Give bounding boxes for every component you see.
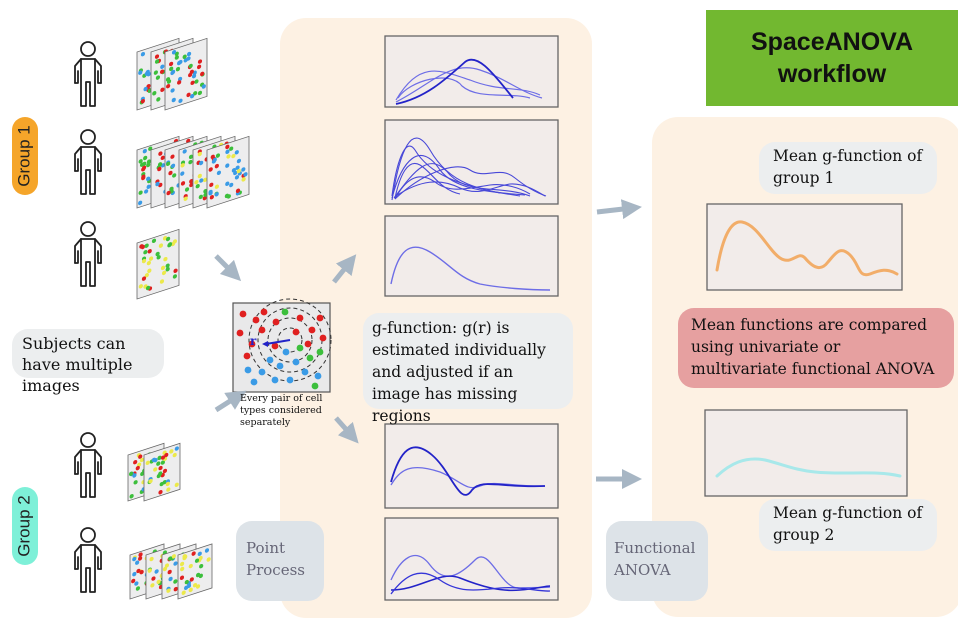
functional-anova-label: Functional ANOVA [606, 521, 708, 601]
cell-image-slides [127, 37, 250, 600]
compare-note: Mean functions are compared using univar… [678, 308, 954, 388]
gfunction-plot [384, 35, 559, 108]
mean-gfunction-group1-plot [706, 203, 903, 291]
gfunction-plot [384, 423, 559, 509]
mean-group1-label: Mean g-function of group 1 [759, 142, 937, 194]
person-icon [74, 527, 102, 593]
gfunction-note: g-function: g(r) is estimated individual… [363, 313, 573, 425]
person-icon [74, 221, 102, 287]
cell-neighborhood-image [232, 298, 332, 393]
pairs-caption: Every pair of cell types considered sepa… [240, 393, 323, 428]
gfunction-plot [384, 119, 559, 205]
gfunction-plot [384, 517, 559, 601]
person-icon [74, 41, 102, 107]
subjects-note: Subjects can have multiple images [12, 329, 164, 395]
group-2-label: Group 2 [12, 487, 38, 565]
person-icon [74, 432, 102, 498]
diagram-drawing [74, 35, 908, 601]
group-1-label: Group 1 [12, 117, 38, 195]
workflow-title: SpaceANOVA workflow [706, 10, 958, 106]
mean-gfunction-group2-plot [704, 409, 908, 497]
mean-group2-label: Mean g-function of group 2 [759, 499, 937, 551]
distance-symbol: r [250, 334, 257, 348]
person-icon [74, 129, 102, 195]
gfunction-plot [384, 215, 559, 297]
point-process-label: Point Process [236, 521, 324, 601]
flow-arrows [214, 199, 642, 489]
